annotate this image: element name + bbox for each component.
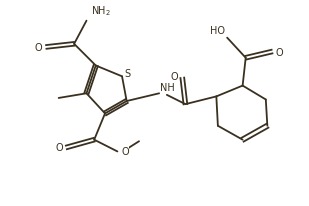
Text: O: O (121, 147, 129, 157)
Text: NH: NH (160, 83, 175, 93)
Text: O: O (35, 43, 43, 53)
Text: S: S (125, 68, 131, 78)
Text: O: O (55, 143, 63, 153)
Text: HO: HO (210, 26, 225, 36)
Text: O: O (171, 72, 179, 82)
Text: NH$_2$: NH$_2$ (91, 4, 111, 18)
Text: O: O (275, 47, 283, 57)
